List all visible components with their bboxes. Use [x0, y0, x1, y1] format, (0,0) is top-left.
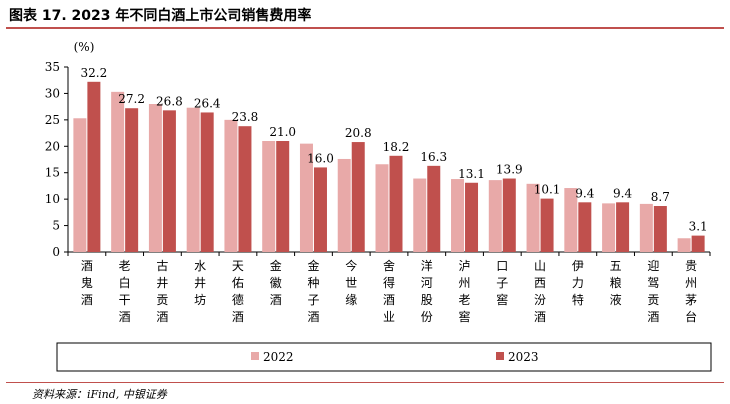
y-tick-label: 25: [45, 113, 60, 127]
bar-2023: [578, 202, 592, 252]
category-label: 洋河股份: [421, 258, 433, 324]
bar-2022: [299, 143, 313, 252]
bar-2022: [375, 164, 389, 252]
legend-swatch: [496, 352, 504, 360]
title-divider: [6, 27, 724, 29]
bar-2022: [111, 91, 125, 252]
bar-2023: [616, 202, 630, 252]
bar-2023: [313, 167, 327, 252]
category-label: 天佑德酒: [232, 259, 244, 324]
bar-2022: [564, 188, 578, 252]
data-label: 16.3: [420, 150, 447, 164]
bar-2022: [526, 183, 540, 252]
footer-divider: [6, 382, 724, 383]
legend-box: [56, 342, 712, 372]
data-label: 13.1: [458, 167, 485, 181]
data-label: 23.8: [232, 110, 259, 124]
category-labels: 酒鬼酒 老白干酒 古井贡酒 水井坊 天佑德酒 金徽酒 金种子酒 今世缘 舍得酒业 洋河股份 泸州老窖…: [81, 258, 697, 324]
category-label: 水井坊: [194, 259, 206, 307]
chart-title: 图表 17. 2023 年不同白酒上市公司销售费用率: [9, 8, 312, 24]
data-label: 8.7: [651, 190, 670, 204]
y-unit-label: (%): [74, 40, 95, 54]
bar-2023: [200, 112, 214, 252]
bar-2022: [148, 104, 162, 252]
legend-swatch: [251, 352, 259, 360]
category-label: 山西汾酒: [534, 259, 546, 324]
bar-2023: [87, 81, 101, 252]
bar-2022: [73, 118, 87, 253]
bar-2023: [691, 235, 705, 252]
bar-2023: [465, 182, 479, 252]
bar-2023: [389, 155, 403, 252]
y-tick-label: 0: [52, 245, 60, 259]
data-label: 9.4: [575, 186, 594, 200]
y-tick-label: 5: [52, 219, 60, 233]
bar-2022: [224, 119, 238, 252]
data-label: 3.1: [689, 220, 708, 234]
data-label: 13.9: [496, 163, 523, 177]
category-label: 古井贡酒: [156, 258, 168, 324]
y-tick-label: 15: [45, 166, 60, 180]
category-label: 伊力特: [572, 259, 584, 307]
bar-series: [73, 81, 705, 253]
bar-2023: [351, 142, 365, 252]
y-tick-label: 35: [45, 60, 60, 74]
legend-label: 2023: [508, 350, 539, 364]
data-label: 27.2: [118, 92, 145, 106]
bar-2022: [677, 238, 691, 252]
bar-2022: [262, 141, 276, 252]
data-label: 9.4: [613, 186, 632, 200]
category-label: 泸州老窖: [459, 259, 471, 324]
category-label: 贵州茅台: [685, 259, 697, 324]
legend-label: 2022: [263, 350, 294, 364]
y-tick-label: 10: [45, 192, 60, 206]
data-label: 10.1: [534, 183, 561, 197]
category-label: 口子窖: [496, 259, 508, 307]
bar-2022: [186, 107, 200, 252]
category-label: 今世缘: [345, 258, 357, 307]
data-label: 16.0: [307, 151, 334, 165]
bar-2023: [238, 126, 252, 252]
bar-2022: [451, 179, 465, 252]
y-tick-label: 30: [45, 86, 60, 100]
category-label: 舍得酒业: [383, 258, 395, 324]
data-label: 20.8: [345, 126, 372, 140]
bar-2023: [653, 206, 667, 252]
bar-2022: [413, 178, 427, 252]
data-label: 18.2: [383, 140, 410, 154]
data-label: 26.4: [194, 96, 221, 110]
category-label: 金种子酒: [307, 258, 319, 324]
bar-2022: [488, 180, 502, 252]
bar-2023: [162, 110, 176, 252]
bar-2022: [337, 158, 351, 252]
data-label: 21.0: [269, 125, 296, 139]
bar-2023: [502, 178, 516, 252]
bar-2023: [125, 108, 139, 252]
bar-2022: [602, 203, 616, 252]
y-tick-label: 20: [45, 139, 60, 153]
bar-2022: [639, 203, 653, 252]
category-label: 迎驾贡酒: [647, 259, 659, 324]
category-label: 金徽酒: [270, 258, 282, 307]
legend: 2022 2023: [56, 342, 712, 372]
data-label: 32.2: [81, 66, 108, 80]
source-note: 资料来源：iFind, 中银证券: [32, 388, 167, 401]
data-label: 26.8: [156, 94, 183, 108]
bar-2023: [540, 198, 554, 252]
category-label: 五粮液: [610, 259, 622, 307]
category-label: 老白干酒: [119, 259, 131, 324]
bar-2023: [427, 165, 441, 252]
bar-2023: [276, 141, 290, 252]
data-labels: 32.2 27.2 26.8 26.4 23.8 21.0 16.0 20.8 18.2 16.3…: [81, 66, 708, 234]
category-label: 酒鬼酒: [81, 259, 93, 307]
